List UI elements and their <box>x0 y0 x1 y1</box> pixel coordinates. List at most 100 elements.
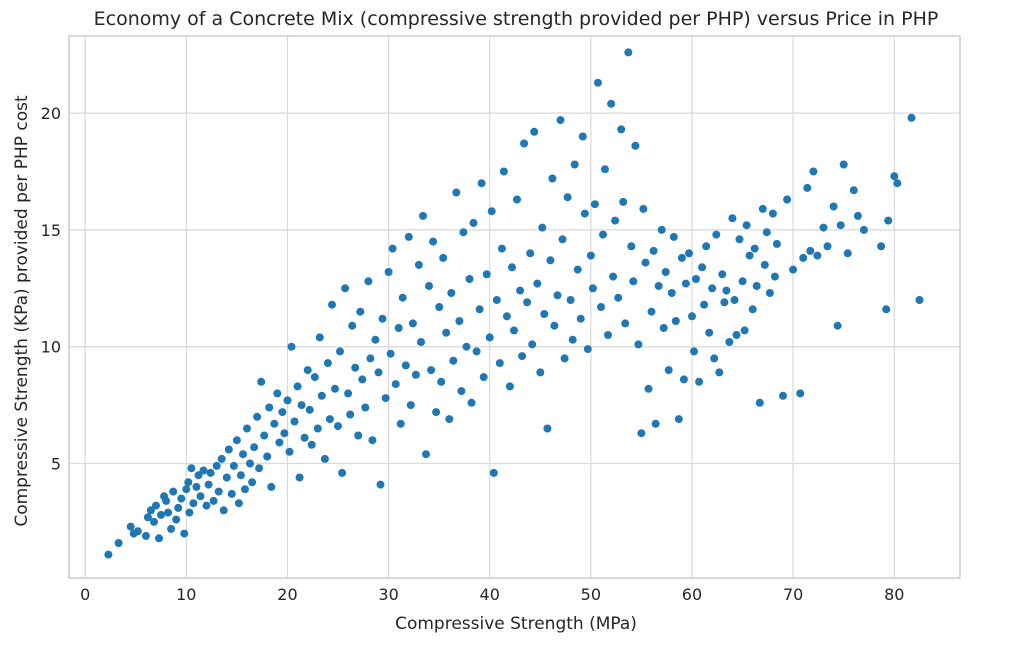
data-point <box>617 125 626 134</box>
scatter-points <box>104 48 924 559</box>
data-point <box>265 403 274 412</box>
data-point <box>419 211 427 220</box>
data-point <box>789 265 798 274</box>
y-tick-label: 10 <box>41 338 61 357</box>
data-point <box>634 340 643 349</box>
data-point <box>217 454 226 463</box>
data-point <box>442 328 451 337</box>
data-point <box>234 499 243 508</box>
data-point <box>538 223 547 232</box>
data-point <box>730 296 739 304</box>
data-point <box>300 433 309 442</box>
data-point <box>890 172 899 181</box>
data-point <box>255 464 264 473</box>
data-point <box>455 317 464 325</box>
data-point <box>528 340 537 349</box>
data-point <box>657 225 666 234</box>
data-point <box>725 338 734 346</box>
data-point <box>348 321 357 330</box>
data-point <box>611 216 620 225</box>
data-point <box>576 314 585 323</box>
data-point <box>202 501 211 510</box>
data-point <box>765 289 774 297</box>
x-tick-label: 20 <box>277 585 297 604</box>
data-point <box>219 506 228 515</box>
data-point <box>659 324 668 332</box>
data-point <box>239 450 247 459</box>
data-point <box>344 389 353 398</box>
data-point <box>150 517 158 526</box>
data-point <box>192 482 201 491</box>
data-point <box>411 370 420 379</box>
data-point <box>199 466 208 475</box>
data-point <box>404 232 413 241</box>
x-tick-label: 0 <box>80 585 90 604</box>
data-point <box>469 218 478 227</box>
data-point <box>803 183 812 192</box>
data-point <box>467 398 476 407</box>
data-point <box>510 326 518 335</box>
data-point <box>495 359 504 368</box>
data-point <box>783 195 792 204</box>
data-point <box>164 508 173 517</box>
x-tick-label: 70 <box>783 585 803 604</box>
data-point <box>257 377 266 386</box>
data-point <box>728 214 737 223</box>
data-point <box>185 508 194 517</box>
data-point <box>187 464 196 473</box>
data-point <box>386 349 395 358</box>
data-point <box>688 312 696 321</box>
data-point <box>334 422 342 431</box>
data-point <box>227 489 236 498</box>
y-tick-label: 15 <box>41 221 61 240</box>
data-point <box>280 429 289 438</box>
data-point <box>487 207 496 216</box>
data-point <box>526 249 535 258</box>
data-point <box>452 188 461 197</box>
data-point <box>351 363 360 372</box>
data-point <box>664 366 673 375</box>
data-point <box>762 228 771 237</box>
data-point <box>619 197 628 206</box>
data-point <box>248 478 257 487</box>
data-point <box>710 354 719 363</box>
data-point <box>553 291 562 300</box>
data-point <box>182 485 191 494</box>
data-point <box>667 289 676 297</box>
data-point <box>290 417 299 426</box>
data-point <box>143 513 152 522</box>
data-point <box>317 391 326 400</box>
data-point <box>742 221 751 230</box>
data-point <box>772 239 781 248</box>
data-point <box>508 263 516 272</box>
data-point <box>533 279 542 288</box>
data-point <box>674 415 683 424</box>
data-point <box>607 99 616 108</box>
data-point <box>204 480 213 489</box>
data-point <box>408 319 417 328</box>
data-point <box>169 487 178 496</box>
x-tick-label: 40 <box>480 585 500 604</box>
x-tick-label: 50 <box>581 585 601 604</box>
data-point <box>497 244 506 253</box>
data-point <box>406 401 415 410</box>
data-point <box>489 468 498 477</box>
data-point <box>174 503 183 512</box>
data-point <box>505 382 514 391</box>
data-point <box>479 373 488 382</box>
data-point <box>303 366 312 375</box>
grid <box>69 36 960 578</box>
data-point <box>429 237 438 246</box>
data-point <box>331 384 339 393</box>
data-point <box>568 335 577 344</box>
data-point <box>445 415 454 424</box>
data-point <box>222 473 231 482</box>
data-point <box>685 249 693 258</box>
data-point <box>695 377 704 386</box>
data-point <box>679 375 688 384</box>
data-point <box>432 408 441 417</box>
data-point <box>243 424 251 433</box>
data-point <box>745 251 754 260</box>
data-point <box>586 251 595 260</box>
data-point <box>644 384 653 393</box>
